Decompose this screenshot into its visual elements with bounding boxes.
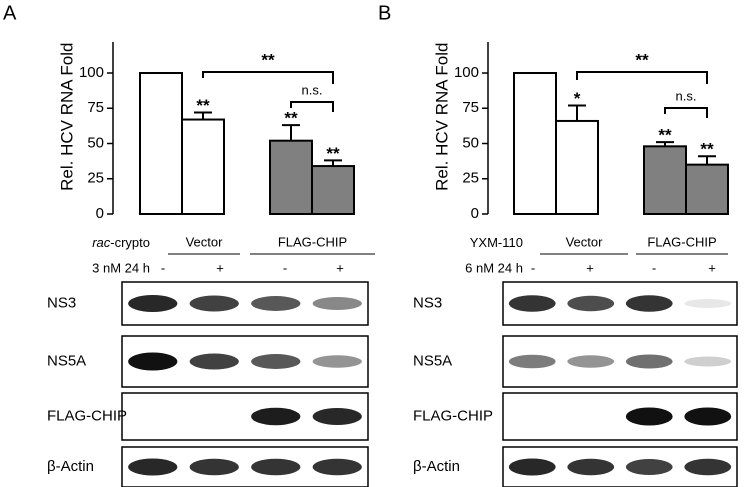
sign: + [586,260,594,275]
bar [643,145,687,215]
significance: ** [261,50,275,69]
blot-band [251,407,301,426]
blot-band [251,296,301,311]
treatment-agent: rac-crypto [92,235,150,250]
bar [139,72,183,216]
significance: ** [635,50,649,69]
panel-letter: B [378,2,391,24]
blot-band [684,407,732,426]
blot-band [312,458,362,476]
blot-label: NS3 [413,294,442,311]
y-tick-label: 25 [462,170,479,187]
blot-panel [121,335,369,388]
group-label: Vector [566,234,604,249]
sign: - [283,260,287,275]
bar [181,118,225,215]
blot-band [508,458,556,476]
treatment-dose: 3 nM 24 h [92,260,150,275]
comparison-bracket [576,71,708,84]
y-tick-label: 0 [96,205,104,222]
treatment-dose: 6 nM 24 h [465,260,523,275]
blot-band [189,295,239,312]
y-tick-label: 50 [87,134,104,151]
sign: + [216,260,224,275]
blot-band [128,352,178,371]
blot-label: NS5A [413,352,452,369]
significance: ** [326,144,340,163]
error-bar [282,124,300,141]
significance: ** [284,109,298,128]
y-tick-label: 25 [87,170,104,187]
blot-band [128,295,178,312]
sign: + [336,260,344,275]
y-tick-label: 50 [462,134,479,151]
group-label: FLAG-CHIP [647,234,716,249]
blot-band [312,355,362,368]
sign: - [531,260,535,275]
panel-letter: A [3,2,17,24]
y-tick-label: 100 [79,64,104,81]
agent-italic: rac [92,235,111,250]
significance: * [574,89,581,108]
comparison-bracket [202,71,334,84]
ns-label: n.s. [302,82,323,97]
bar [311,165,355,215]
sign: - [161,260,165,275]
error-bar [568,104,586,121]
agent: YXM-110 [470,235,523,250]
error-bar [194,111,212,120]
blot-band [128,458,178,476]
blot-band [684,458,732,476]
blot-label: FLAG-CHIP [413,407,493,424]
blot-band [684,356,732,367]
blot-band [251,458,301,476]
blot-band [189,353,239,370]
y-tick-label: 75 [462,99,479,116]
bar [555,119,599,215]
comparison-bracket [664,107,708,118]
blot-band [625,407,673,426]
blot-band [189,458,239,476]
ns-label: n.s. [676,88,697,103]
blot-band [312,297,362,310]
blot-band [625,354,673,369]
significance: ** [658,126,672,145]
treatment-agent: YXM-110 [470,235,523,250]
blot-band [567,295,615,312]
blot-band [625,295,673,312]
blot-band [684,299,732,308]
error-bar [698,155,716,165]
bar [269,139,313,215]
y-tick-label: 0 [471,205,479,222]
bar [685,163,729,215]
group-label: Vector [186,234,224,249]
sign: - [652,260,656,275]
blot-band [625,459,673,475]
blot-label: NS5A [47,352,86,369]
blot-label: FLAG-CHIP [47,407,127,424]
error-bar [656,141,674,147]
y-tick-label: 100 [454,64,479,81]
blot-band [567,458,615,476]
blot-band [251,354,301,369]
y-axis-label: Rel. HCV RNA Fold [432,43,451,191]
significance: ** [700,140,714,159]
comparison-bracket [290,101,334,112]
y-axis-label: Rel. HCV RNA Fold [57,43,76,191]
blot-label: β-Actin [413,458,460,475]
significance: ** [196,96,210,115]
agent: -crypto [110,235,150,250]
sign: + [708,260,716,275]
blot-band [567,355,615,368]
blot-band [312,408,362,425]
blot-band [508,354,556,369]
bar [513,72,557,216]
y-tick-label: 75 [87,99,104,116]
group-label: FLAG-CHIP [278,234,347,249]
blot-label: NS3 [47,294,76,311]
error-bar [324,159,342,167]
blot-band [508,295,556,312]
blot-label: β-Actin [47,458,94,475]
